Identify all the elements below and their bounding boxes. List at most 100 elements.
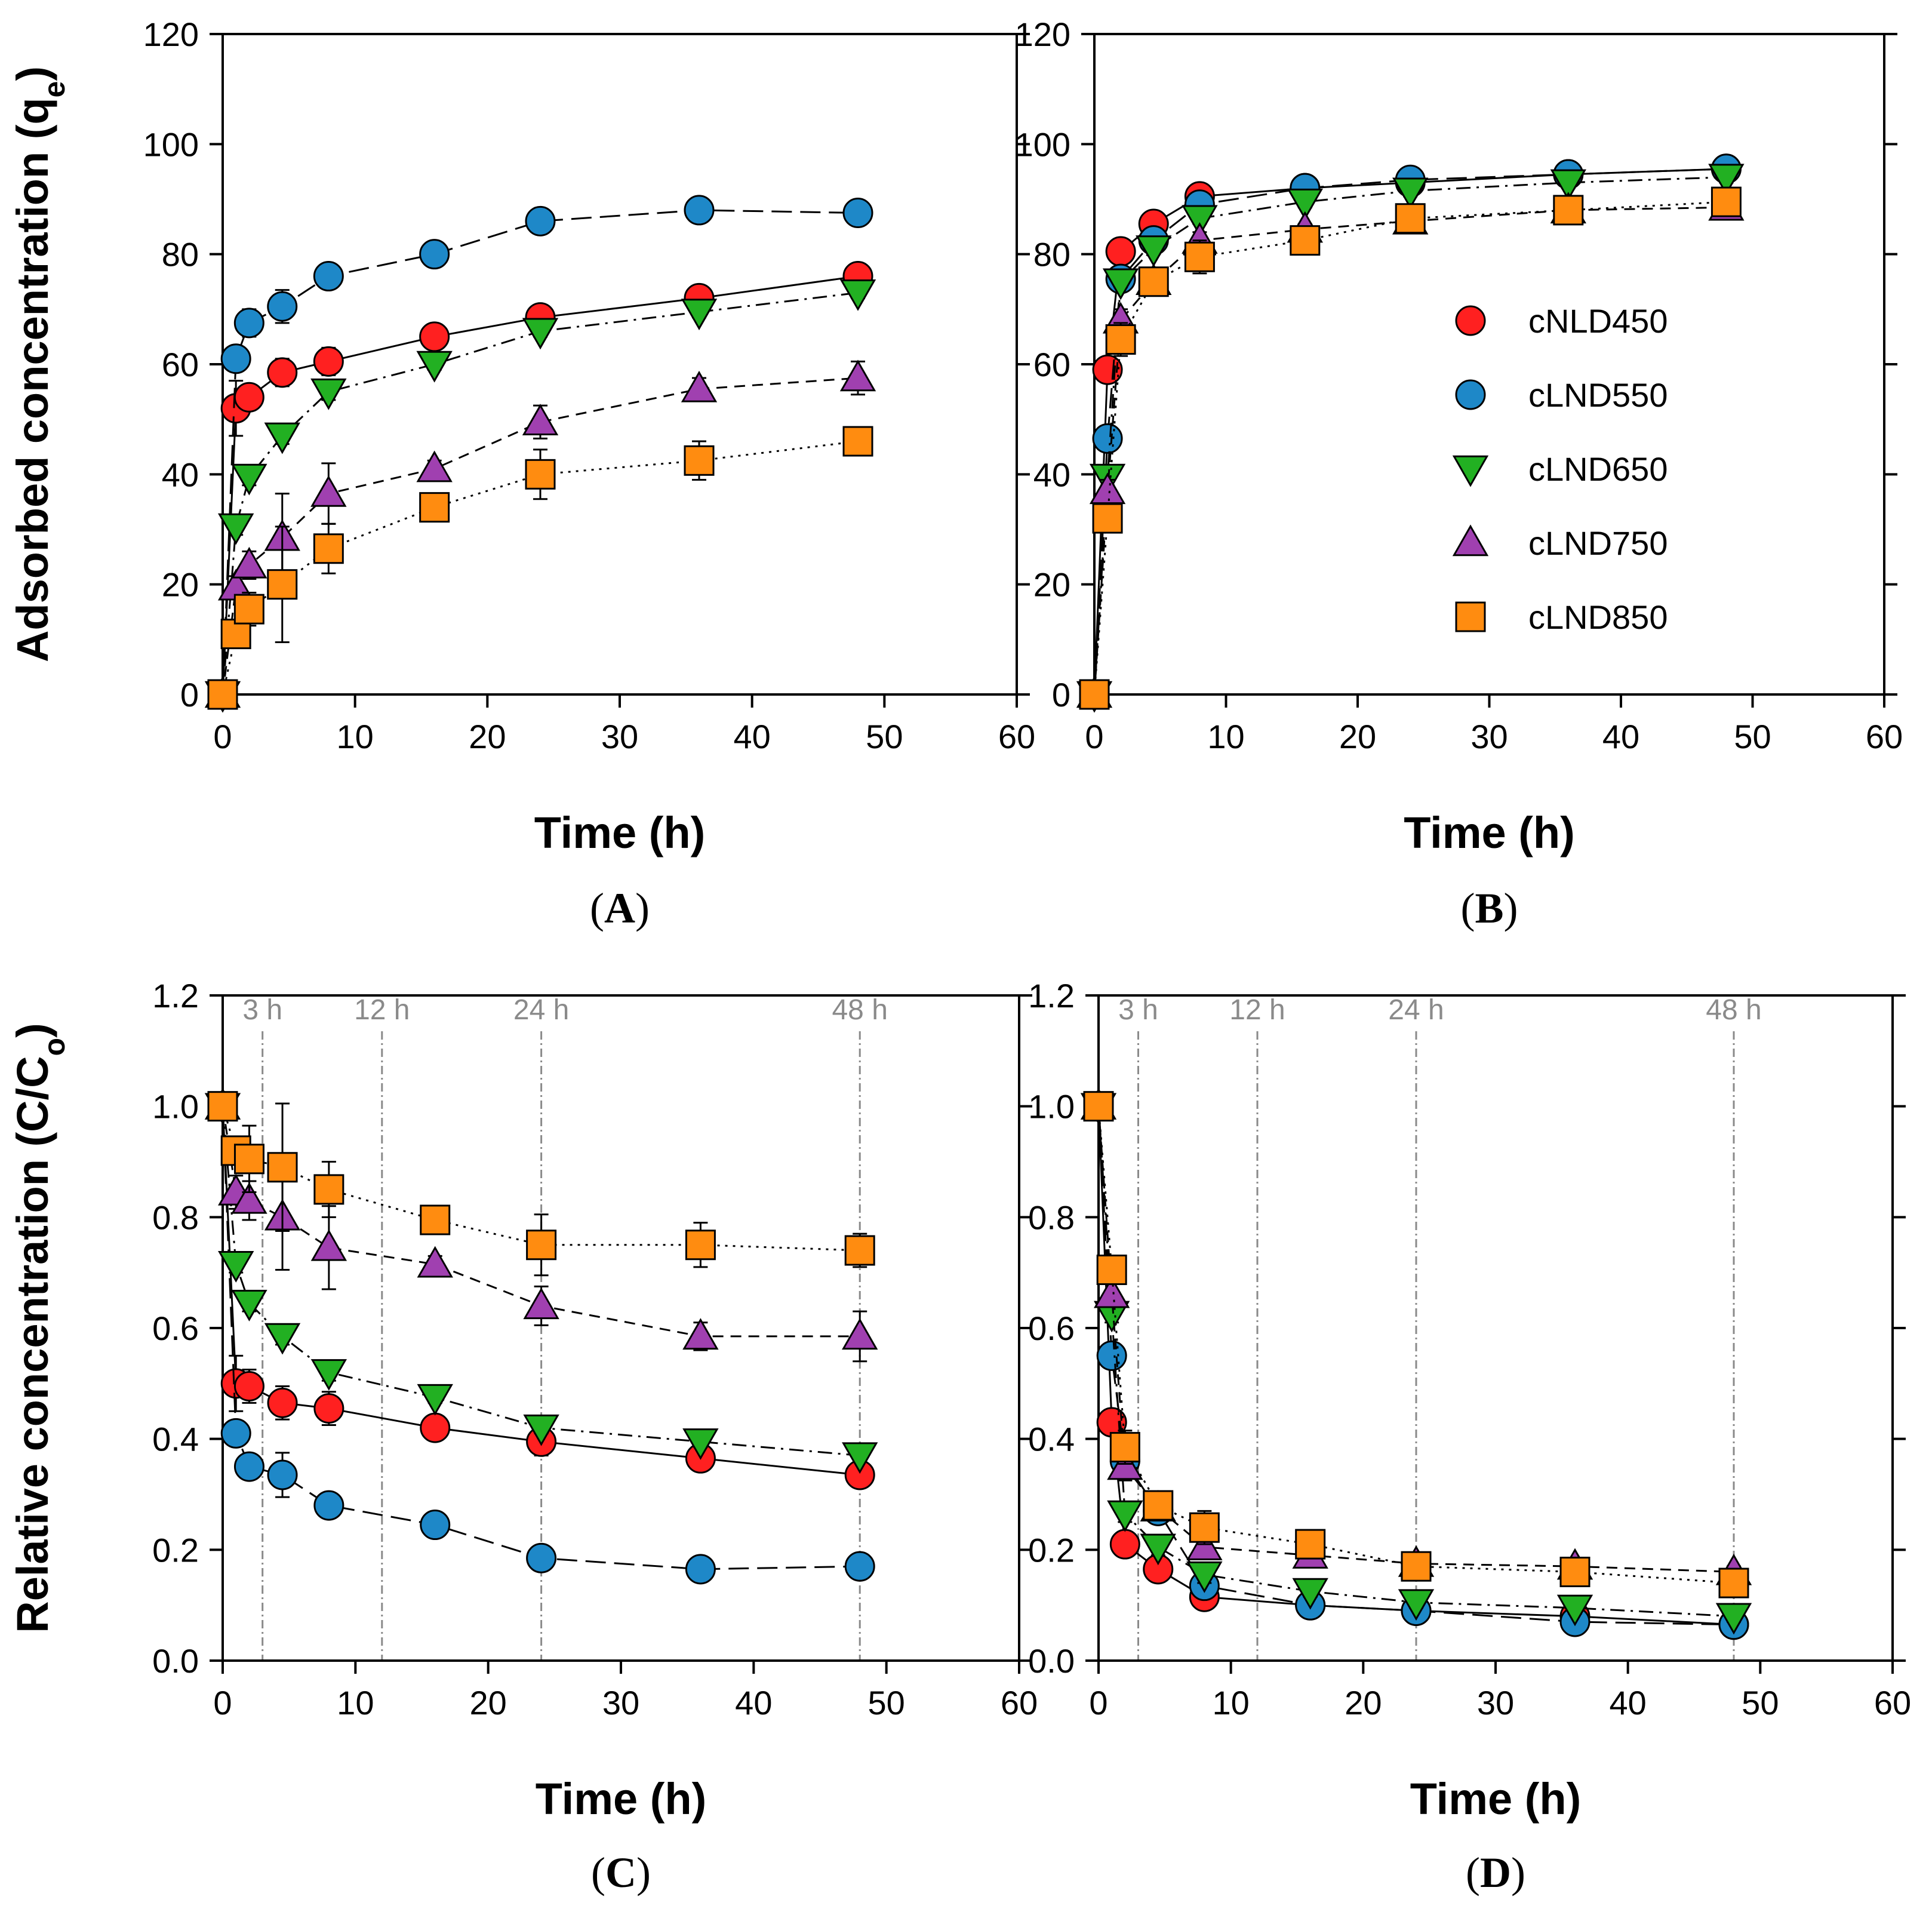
chart-panel-b: 0 10 20 30 40 50 60 0 20 40 60 80 100 120 Time (h) (B) c… xyxy=(1015,16,1903,932)
legend: cNLD450 cLND550 cLND650 cLND750 cLND850 xyxy=(1452,302,1668,636)
x-tick-label: 60 xyxy=(1866,718,1903,755)
series-cLND850 xyxy=(207,1091,875,1277)
y-tick-label: 0 xyxy=(180,676,199,714)
data-point-cLND850 xyxy=(420,1204,451,1235)
data-point-cLND850 xyxy=(267,569,298,600)
data-point-cLND750 xyxy=(416,450,453,482)
y-axis-title-sub: e xyxy=(38,81,71,98)
y-axis-title-main: Relative concentration (C/C xyxy=(8,1056,57,1633)
panel-label-letter: C xyxy=(605,1849,636,1897)
legend-entry: cLND650 xyxy=(1528,450,1668,488)
data-point-cLND550 xyxy=(313,261,344,292)
data-point-cLND650 xyxy=(231,463,267,496)
panel-label-close: ) xyxy=(1504,884,1518,932)
data-point-cLND650 xyxy=(264,422,300,454)
data-point-cLND850 xyxy=(1092,503,1123,534)
x-tick-label: 40 xyxy=(1602,718,1639,755)
data-point-cLND550 xyxy=(233,1451,264,1482)
series-line-cLND550 xyxy=(221,1106,860,1570)
reference-line-label: 3 h xyxy=(1118,994,1158,1026)
data-point-cNLD450 xyxy=(420,1412,451,1443)
data-point-cLND850 xyxy=(684,445,715,476)
reference-line-label: 3 h xyxy=(242,994,282,1026)
data-point-cLND550 xyxy=(420,1510,451,1541)
y-tick-label: 40 xyxy=(162,456,199,493)
data-point-cLND850 xyxy=(207,1091,238,1122)
y-tick-label: 40 xyxy=(1033,456,1070,493)
data-point-cLND650 xyxy=(523,1414,559,1446)
data-point-cNLD450 xyxy=(1109,1529,1140,1560)
data-point-cLND650 xyxy=(1708,164,1745,196)
y-tick-label: 0.6 xyxy=(152,1310,199,1347)
x-tick-label: 30 xyxy=(602,1684,639,1722)
data-point-cNLD450 xyxy=(233,1370,264,1401)
panel-label: (C) xyxy=(591,1849,651,1897)
data-point-cNLD450 xyxy=(267,357,298,388)
data-point-cLND750 xyxy=(310,1229,347,1261)
data-point-cLND650 xyxy=(1182,205,1218,237)
y-tick-label: 0.4 xyxy=(152,1421,199,1458)
panel-label-open: ( xyxy=(590,884,604,932)
x-axis-title: Time (h) xyxy=(1410,1774,1581,1824)
y-axis-title-main: Adsorbed concentration (q xyxy=(8,97,57,662)
data-point-cLND650 xyxy=(1392,177,1429,210)
data-point-cLND750 xyxy=(231,546,267,579)
data-point-cNLD450 xyxy=(233,382,264,413)
reference-line-label: 24 h xyxy=(1388,994,1444,1026)
y-tick-label: 80 xyxy=(162,236,199,273)
series-cLND750 xyxy=(204,359,876,708)
x-tick-label: 0 xyxy=(1089,1684,1107,1722)
y-tick-label: 20 xyxy=(162,566,199,604)
data-point-cLND850 xyxy=(1105,324,1136,355)
panel-label-close: ) xyxy=(636,1849,651,1897)
data-point-cLND550 xyxy=(267,1459,298,1490)
data-point-cLND550 xyxy=(684,195,715,226)
y-tick-label: 0 xyxy=(1052,676,1070,714)
series-cLND650 xyxy=(204,1093,878,1474)
data-point-cLND550 xyxy=(525,205,556,236)
data-point-cLND650 xyxy=(842,1442,878,1474)
x-tick-label: 20 xyxy=(469,718,506,755)
x-tick-label: 0 xyxy=(1085,718,1103,755)
plot-frame xyxy=(1097,994,1894,1662)
y-tick-label: 0.0 xyxy=(152,1642,199,1680)
x-tick-label: 50 xyxy=(866,718,903,755)
y-axis-title-sub: o xyxy=(38,1038,71,1056)
data-point-cLND650 xyxy=(681,299,718,331)
y-tick-label: 0.0 xyxy=(1028,1642,1075,1680)
legend-entry: cLND550 xyxy=(1528,376,1668,414)
data-point-cLND750 xyxy=(681,370,718,402)
y-tick-label: 120 xyxy=(143,16,199,53)
data-point-cLND550 xyxy=(233,308,264,339)
data-point-cLND750 xyxy=(682,1318,719,1350)
panel-label: (B) xyxy=(1461,884,1518,932)
data-point-cLND550 xyxy=(313,1490,344,1521)
y-tick-label: 60 xyxy=(1033,346,1070,383)
plot-frame xyxy=(221,994,1020,1662)
data-point-cLND650 xyxy=(1102,268,1139,300)
y-tick-label: 1.0 xyxy=(152,1088,199,1126)
data-point-cLND850 xyxy=(1083,1091,1114,1122)
panel-label-close: ) xyxy=(1511,1849,1525,1897)
data-point-cLND650 xyxy=(310,378,347,410)
y-tick-label: 60 xyxy=(162,346,199,383)
x-tick-label: 30 xyxy=(601,718,638,755)
x-tick-label: 10 xyxy=(1213,1684,1250,1722)
x-tick-label: 0 xyxy=(213,1684,232,1722)
series-cLND850 xyxy=(207,426,873,710)
data-point-cLND650 xyxy=(264,1323,301,1355)
legend-marker-cLND750 xyxy=(1452,524,1489,557)
panel-label-open: ( xyxy=(1461,884,1475,932)
data-point-cLND550 xyxy=(1096,1340,1127,1371)
plot-frame xyxy=(1093,33,1885,696)
data-point-cLND750 xyxy=(231,1182,267,1214)
panel-label-close: ) xyxy=(635,884,650,932)
x-tick-label: 40 xyxy=(1610,1684,1647,1722)
y-tick-label: 120 xyxy=(1015,16,1070,53)
data-point-cLND850 xyxy=(1295,1529,1326,1560)
reference-line-label: 24 h xyxy=(513,994,569,1026)
panel-label-open: ( xyxy=(591,1849,605,1897)
data-point-cLND850 xyxy=(1718,1567,1749,1599)
data-point-cLND750 xyxy=(522,404,559,435)
